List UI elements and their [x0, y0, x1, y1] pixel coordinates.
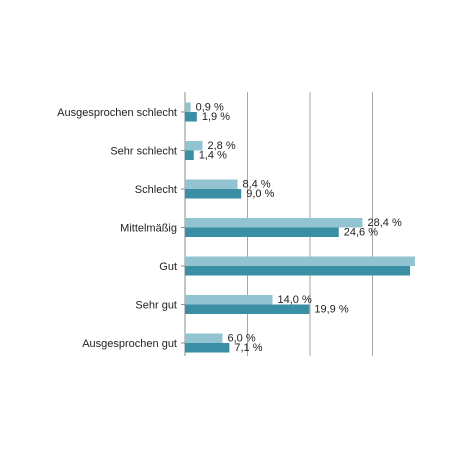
data-label: 8,4 % [243, 179, 271, 191]
bar [185, 304, 310, 314]
data-label: 7,1 % [234, 342, 262, 354]
bar [185, 189, 242, 199]
bar [185, 295, 273, 305]
category-label: Ausgesprochen gut [82, 338, 177, 350]
data-label: 0,9 % [196, 102, 224, 114]
bar [185, 102, 191, 112]
category-label: Sehr gut [135, 300, 177, 312]
value-labels: 0,9 %1,9 % 2,8 %1,4 % 8,4 %9,0 % 28,4 %24,6… [196, 102, 402, 355]
category-label: Ausgesprochen schlecht [57, 107, 177, 119]
bar [185, 218, 363, 228]
bar [185, 227, 339, 237]
bar [185, 256, 415, 266]
bar [185, 150, 194, 160]
category-labels: Ausgesprochen schlecht Sehr schlecht Schle… [57, 107, 177, 350]
category-label: Schlecht [135, 184, 177, 196]
data-label: 6,0 % [228, 333, 256, 345]
bar [185, 266, 410, 276]
bar [185, 343, 230, 353]
category-label: Sehr schlecht [110, 146, 177, 158]
bar [185, 112, 197, 122]
bar [185, 141, 203, 151]
data-label: 2,8 % [208, 140, 236, 152]
data-label: 28,4 % [368, 217, 402, 229]
category-label: Mittelmäßig [120, 223, 177, 235]
data-label: 1,9 % [202, 111, 230, 123]
category-label: Gut [159, 261, 177, 273]
data-label: 19,9 % [314, 304, 348, 316]
data-label: 24,6 % [344, 227, 378, 239]
data-label: 1,4 % [199, 150, 227, 162]
bar [185, 179, 238, 189]
data-label: 14,0 % [278, 294, 312, 306]
bar [185, 333, 223, 343]
bars [185, 102, 415, 353]
data-label: 9,0 % [246, 188, 274, 200]
